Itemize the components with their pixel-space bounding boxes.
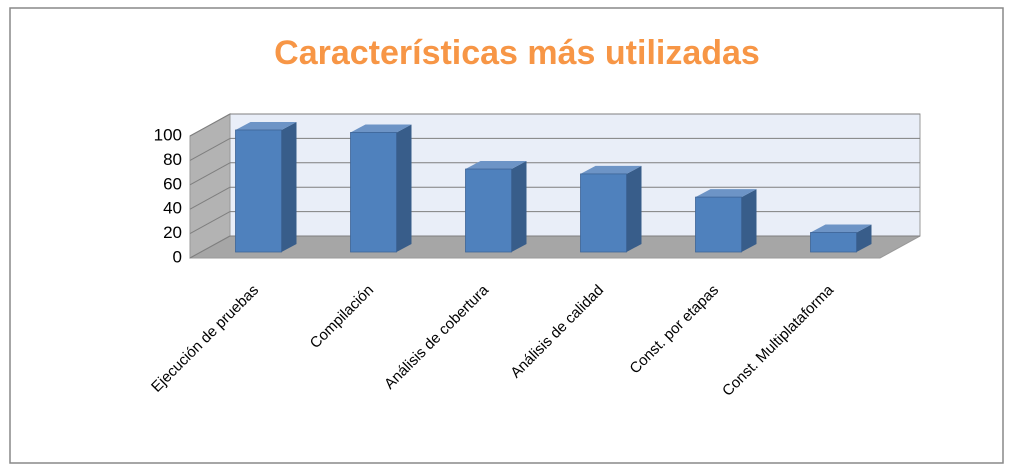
y-tick-label: 100 [154, 125, 182, 144]
bar-side [626, 165, 642, 252]
bar-top [350, 124, 412, 133]
grid-line [189, 235, 231, 259]
bar [235, 129, 282, 253]
y-tick-label: 40 [163, 199, 182, 218]
bar [465, 168, 512, 253]
bar-top [580, 165, 642, 174]
bar [810, 232, 857, 253]
bar-top [465, 161, 527, 170]
bar-side [281, 122, 297, 252]
grid-line [189, 186, 231, 210]
y-tick-label: 60 [163, 174, 182, 193]
bar-side [856, 224, 872, 252]
bar-top [235, 122, 297, 130]
bar-side [396, 124, 412, 252]
y-tick-label: 80 [163, 150, 182, 169]
bar-side [741, 189, 757, 252]
bar [695, 196, 742, 253]
bar-top [695, 189, 757, 198]
grid-line [189, 137, 231, 161]
grid-line [189, 113, 231, 137]
bar-top [810, 224, 872, 233]
grid-line [189, 211, 231, 235]
back-wall [229, 113, 921, 237]
y-tick-label: 0 [173, 247, 182, 266]
y-tick-label: 20 [163, 223, 182, 242]
bar [580, 173, 627, 253]
bar [350, 132, 397, 253]
bar-side [511, 161, 527, 252]
side-wall [189, 113, 231, 259]
chart-title: Características más utilizadas [274, 34, 760, 72]
grid-line [189, 162, 231, 186]
